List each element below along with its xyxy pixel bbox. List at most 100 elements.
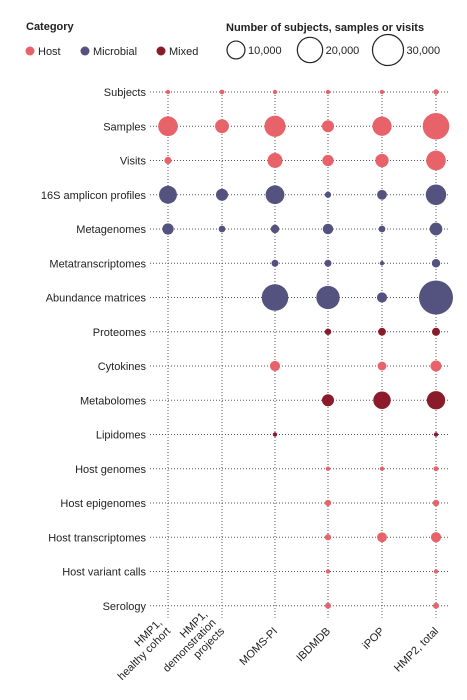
legend-size-circle — [296, 36, 324, 64]
row-label: 16S amplicon profiles — [41, 190, 147, 202]
bubble — [324, 191, 332, 198]
bubble — [430, 360, 442, 372]
bubble — [270, 224, 280, 234]
bubble — [378, 225, 386, 233]
bubble — [324, 534, 332, 541]
legend-marker-host — [25, 46, 35, 56]
bubble — [425, 184, 447, 205]
bubble — [373, 391, 391, 409]
bubble — [164, 156, 172, 165]
row-label: Lipidomes — [96, 430, 147, 442]
row-label: Metatranscriptomes — [49, 258, 146, 270]
column-labels: HMP1,healthy cohortHMP1,demonstrationpro… — [116, 608, 441, 683]
column-label: HMP2, total — [392, 625, 441, 674]
bubble — [379, 261, 385, 266]
bubble — [215, 119, 229, 134]
bubble — [377, 361, 387, 371]
bubble — [159, 185, 177, 204]
bubble — [376, 292, 388, 303]
row-label: Subjects — [104, 87, 147, 99]
column-label: MOMS-PI — [237, 625, 280, 668]
legend-size-label: 20,000 — [326, 45, 360, 57]
bubble — [158, 116, 178, 137]
bubble — [372, 116, 392, 136]
row-label: Proteomes — [93, 327, 147, 339]
bubble — [271, 259, 279, 267]
bubble — [272, 432, 278, 437]
row-label: Host transcriptomes — [48, 532, 146, 544]
column-label: IBDMDB — [294, 625, 333, 664]
legend: Category Number of subjects, samples or … — [25, 21, 440, 67]
legend-category-title: Category — [26, 21, 75, 33]
legend-size-title: Number of subjects, samples or visits — [226, 22, 424, 34]
column-label-line: HMP2, total — [392, 625, 441, 674]
bubble — [433, 432, 439, 437]
bubble — [265, 185, 285, 205]
column-label-line: MOMS-PI — [237, 625, 280, 668]
bubble — [264, 115, 286, 137]
legend-label-microbial: Microbial — [93, 46, 137, 58]
legend-label-host: Host — [38, 46, 61, 58]
bubble — [267, 153, 283, 168]
bubble — [261, 284, 289, 311]
bubble — [321, 120, 335, 133]
row-label: Abundance matrices — [46, 293, 147, 305]
row-label: Host epigenomes — [60, 498, 146, 510]
legend-category-items: Host Microbial Mixed — [25, 46, 198, 58]
bubble — [433, 466, 439, 472]
row-labels: Subjects Samples Visits 16S amplicon profil… — [41, 87, 147, 613]
bubble — [325, 89, 331, 95]
bubble — [324, 328, 332, 335]
bubble — [165, 89, 171, 95]
bubble — [322, 154, 334, 167]
bubble — [324, 499, 332, 507]
bubble — [272, 89, 278, 95]
legend-marker-mixed — [156, 46, 166, 56]
bubble — [379, 466, 385, 471]
row-label: Metagenomes — [76, 224, 146, 236]
bubble — [322, 223, 334, 235]
bubble — [377, 189, 387, 200]
bubble — [432, 499, 440, 507]
bubble — [325, 602, 331, 609]
legend-marker-microbial — [80, 46, 90, 56]
bubble — [219, 89, 225, 95]
bubble — [162, 223, 174, 235]
bubble — [433, 569, 439, 574]
row-label: Visits — [120, 156, 147, 168]
bubble — [431, 259, 441, 268]
legend-size-circle — [371, 33, 405, 67]
bubble — [321, 394, 335, 407]
row-label: Samples — [103, 121, 146, 133]
grid — [150, 91, 450, 618]
legend-label-mixed: Mixed — [169, 46, 198, 58]
row-label: Serology — [103, 601, 147, 613]
bubble — [422, 112, 450, 140]
column-label: HMP1,healthy cohort — [116, 617, 173, 683]
bubble — [375, 153, 389, 168]
column-label-line: iPOP — [360, 625, 387, 652]
bubble — [324, 259, 332, 267]
bubble — [269, 360, 281, 372]
row-label: Host genomes — [75, 464, 146, 476]
legend-size-items: 10,000 20,000 30,000 — [226, 33, 440, 67]
bubble — [325, 569, 331, 574]
bubble — [431, 327, 441, 336]
bubble — [377, 532, 387, 543]
legend-size-circle — [226, 40, 246, 60]
row-label: Cytokines — [98, 361, 147, 373]
row-label: Host variant calls — [62, 567, 146, 579]
bubble — [215, 188, 229, 201]
column-label: iPOP — [360, 625, 387, 652]
bubble — [433, 602, 439, 609]
bubble — [378, 327, 386, 336]
bubble — [316, 285, 340, 310]
bubble — [426, 391, 446, 410]
row-label: Metabolomes — [80, 395, 147, 407]
bubble — [430, 532, 442, 543]
bubble — [218, 225, 226, 233]
bubbles — [158, 89, 453, 609]
bubble — [429, 222, 443, 236]
bubble — [325, 466, 331, 471]
